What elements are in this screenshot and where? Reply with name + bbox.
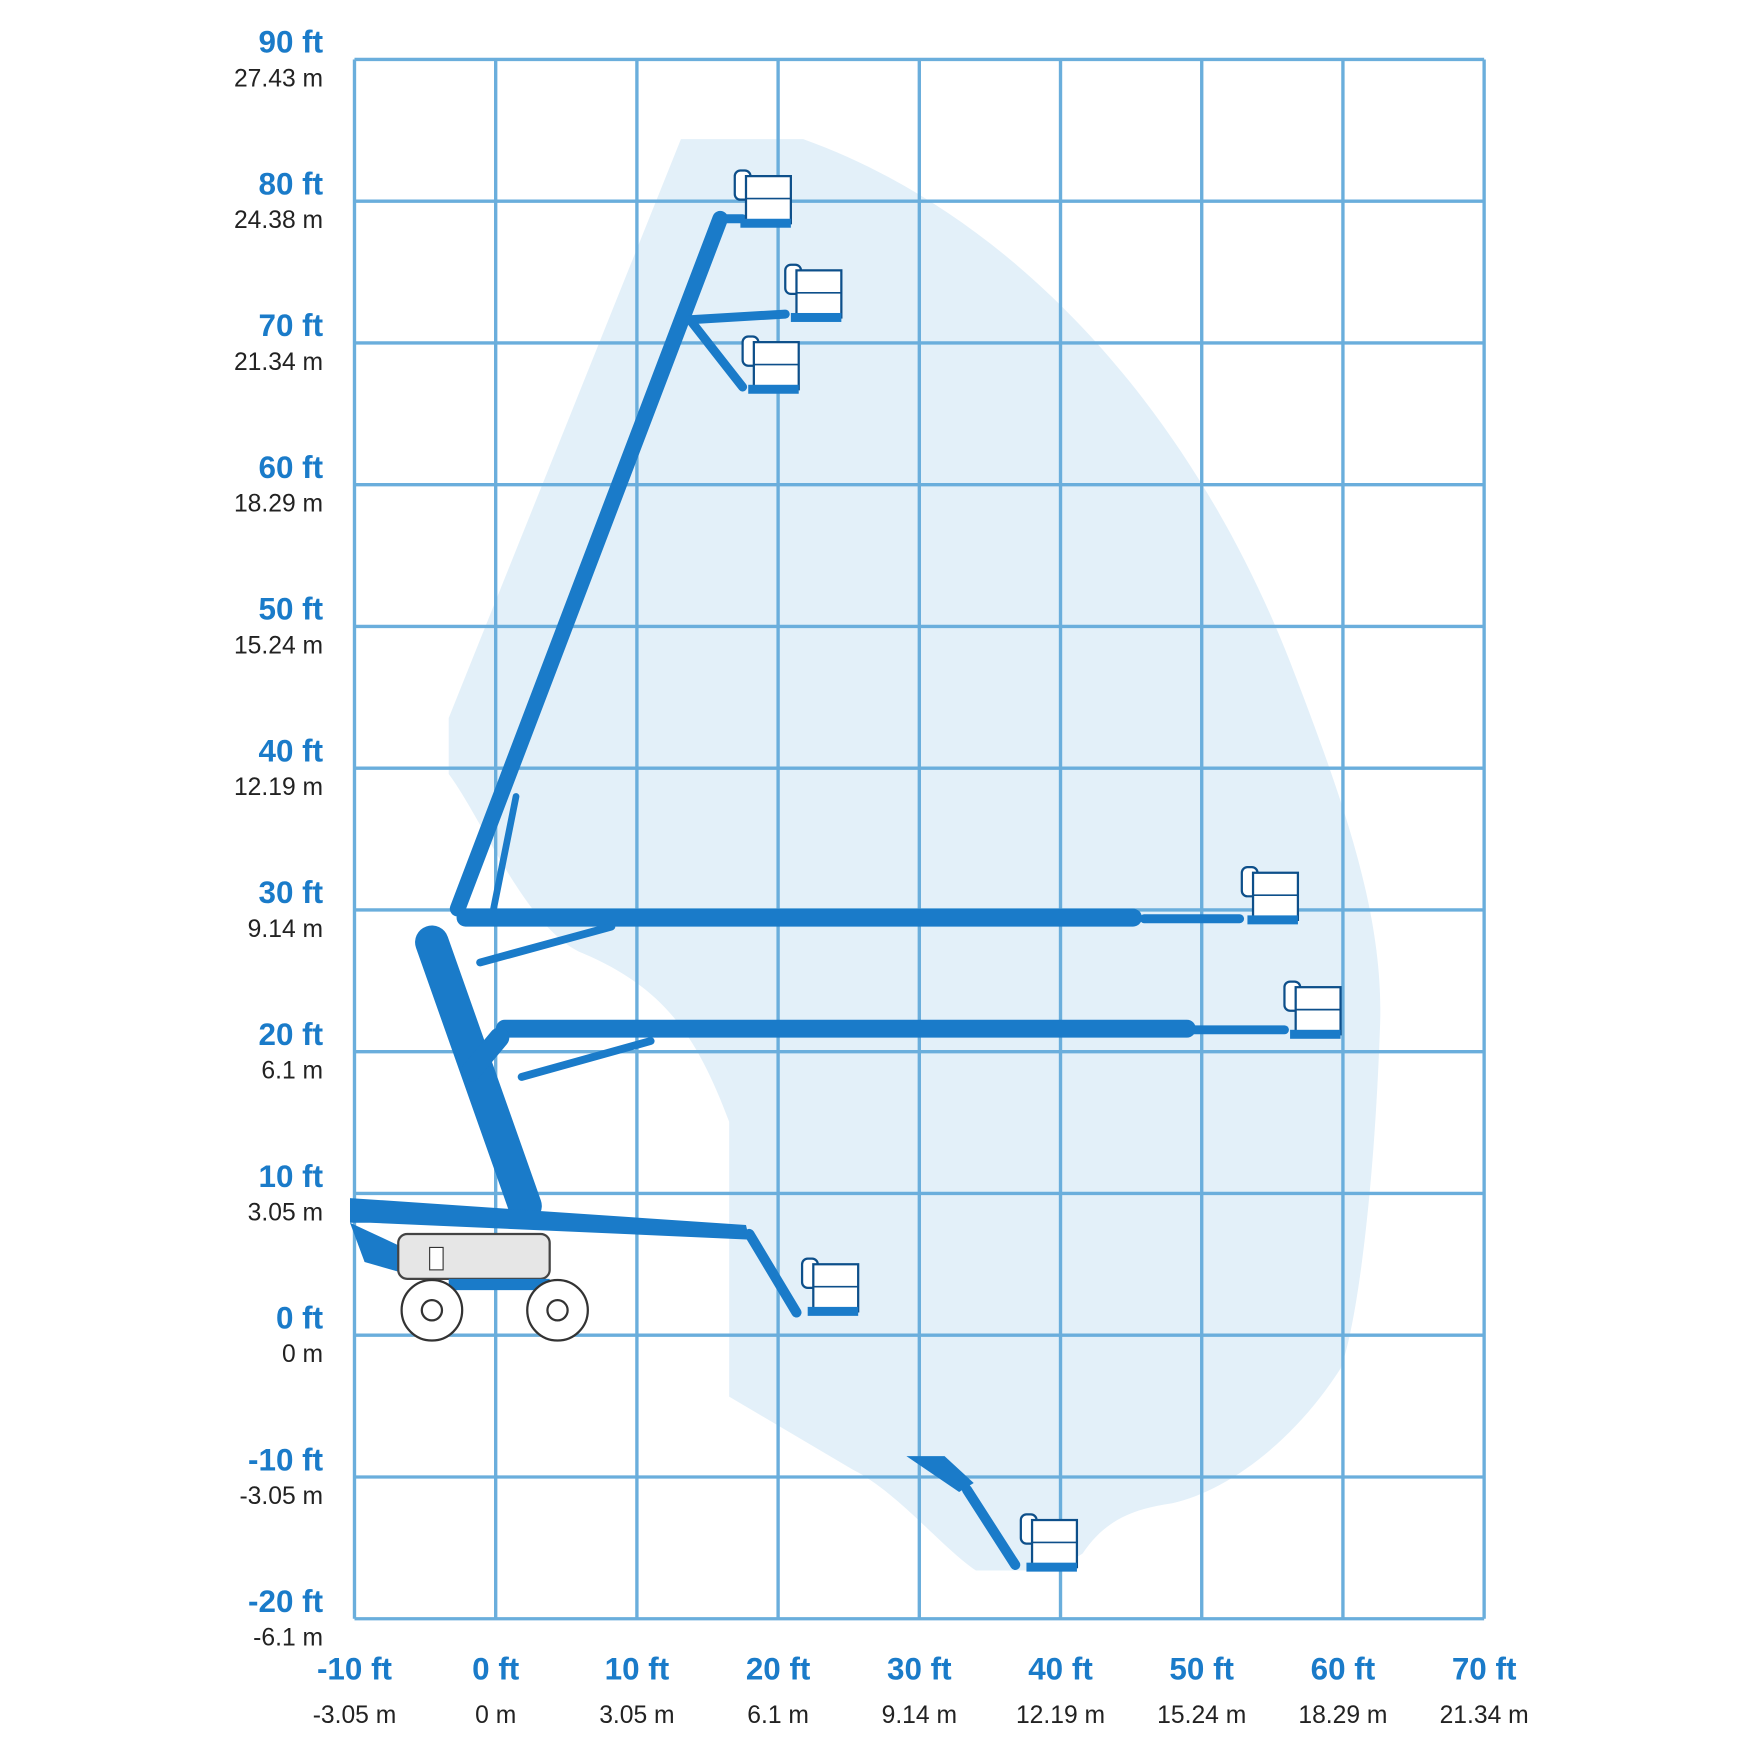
- platform-base: [1290, 1029, 1341, 1039]
- jib: [744, 1228, 802, 1318]
- x-label-ft: 10 ft: [605, 1651, 670, 1686]
- x-label-m: 12.19 m: [1016, 1702, 1105, 1729]
- y-label-ft: 50 ft: [258, 592, 323, 627]
- y-label-ft: 0 ft: [276, 1301, 324, 1336]
- platform: [795, 269, 843, 319]
- y-label-m: 18.29 m: [234, 491, 323, 518]
- jib: [685, 309, 790, 325]
- y-label-ft: 40 ft: [258, 733, 323, 768]
- y-label-ft: 30 ft: [258, 875, 323, 910]
- x-label-ft: -10 ft: [317, 1651, 393, 1686]
- cylinder: [517, 1037, 655, 1081]
- y-label-ft: 80 ft: [258, 166, 323, 201]
- jib: [961, 1484, 1021, 1570]
- x-label-ft: 20 ft: [746, 1651, 811, 1686]
- y-label-ft: -20 ft: [248, 1584, 324, 1619]
- y-label-m: 0 m: [282, 1341, 323, 1368]
- platform: [744, 175, 792, 225]
- y-label-m: 15.24 m: [234, 632, 323, 659]
- boom-low: [350, 1198, 750, 1240]
- platform: [1030, 1518, 1079, 1569]
- y-label-ft: -10 ft: [248, 1442, 324, 1477]
- knuckle: [461, 1027, 510, 1082]
- x-label-ft: 60 ft: [1311, 1651, 1376, 1686]
- y-label-m: 24.38 m: [234, 207, 323, 234]
- x-label-m: -3.05 m: [313, 1702, 397, 1729]
- x-label-ft: 50 ft: [1169, 1651, 1234, 1686]
- boom-below: [906, 1456, 974, 1492]
- platforms: [733, 169, 1342, 1572]
- y-label-m: 6.1 m: [261, 1058, 323, 1085]
- y-label-ft: 20 ft: [258, 1017, 323, 1052]
- x-label-m: 0 m: [475, 1702, 516, 1729]
- cylinder: [476, 922, 616, 967]
- y-label-ft: 90 ft: [258, 25, 323, 60]
- platform: [1251, 871, 1300, 921]
- y-label-m: -6.1 m: [253, 1625, 323, 1652]
- machine: [350, 210, 1289, 1570]
- platform-base: [740, 218, 791, 228]
- platform: [812, 1263, 860, 1313]
- x-label-m: 3.05 m: [599, 1702, 674, 1729]
- grid-lines: [352, 57, 1486, 1621]
- boom-up: [449, 210, 729, 917]
- platform-base: [1026, 1562, 1077, 1572]
- x-label-ft: 70 ft: [1452, 1651, 1517, 1686]
- platform-base: [790, 312, 842, 322]
- x-label-m: 15.24 m: [1157, 1702, 1246, 1729]
- hub: [546, 1299, 569, 1322]
- cylinder: [490, 793, 520, 913]
- y-label-m: 12.19 m: [234, 774, 323, 801]
- x-label-ft: 0 ft: [472, 1651, 520, 1686]
- y-label-m: 9.14 m: [248, 916, 323, 943]
- platform-base: [1247, 915, 1298, 925]
- hub: [420, 1299, 444, 1322]
- door: [429, 1246, 444, 1271]
- y-label-m: 27.43 m: [234, 65, 323, 92]
- x-label-m: 6.1 m: [747, 1702, 809, 1729]
- platform: [752, 341, 800, 391]
- y-label-ft: 60 ft: [258, 450, 323, 485]
- chassis: [397, 1232, 551, 1280]
- x-label-m: 9.14 m: [882, 1702, 957, 1729]
- frame: [448, 1278, 550, 1291]
- turntable: [350, 1222, 404, 1274]
- x-label-m: 18.29 m: [1298, 1702, 1387, 1729]
- platform: [1294, 986, 1342, 1036]
- x-label-ft: 40 ft: [1028, 1651, 1093, 1686]
- working-envelope: [448, 139, 1381, 1571]
- platform-base: [807, 1306, 859, 1316]
- y-label-ft: 10 ft: [258, 1159, 323, 1194]
- y-label-m: -3.05 m: [239, 1483, 323, 1510]
- y-label-ft: 70 ft: [258, 308, 323, 343]
- platform-base: [748, 384, 799, 394]
- x-label-ft: 30 ft: [887, 1651, 952, 1686]
- jib: [685, 315, 748, 392]
- axis-labels: 90 ft 27.43 m 80 ft 24.38 m 70 ft 21.34 m 60 f…: [234, 25, 1529, 1729]
- x-label-m: 21.34 m: [1440, 1702, 1529, 1729]
- y-label-m: 21.34 m: [234, 349, 323, 376]
- y-label-m: 3.05 m: [248, 1199, 323, 1226]
